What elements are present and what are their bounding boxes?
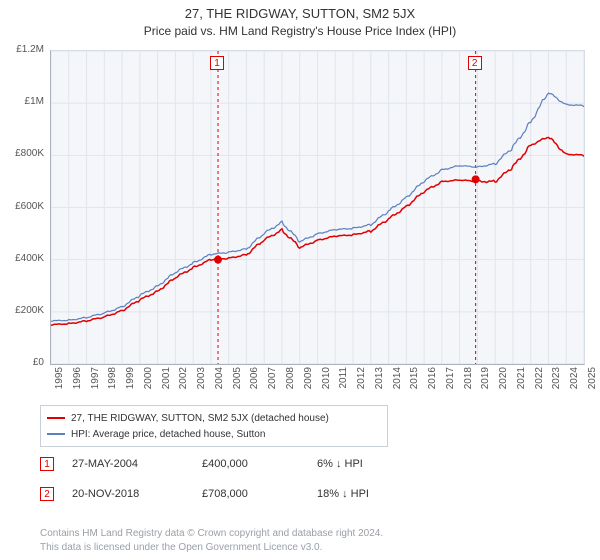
x-tick-label: 2020 — [498, 367, 509, 397]
legend: 27, THE RIDGWAY, SUTTON, SM2 5JX (detach… — [40, 405, 388, 447]
x-tick-label: 1997 — [90, 367, 101, 397]
sale-price: £400,000 — [202, 458, 317, 470]
legend-item: 27, THE RIDGWAY, SUTTON, SM2 5JX (detach… — [47, 410, 381, 426]
sale-marker-icon: 2 — [40, 487, 54, 501]
sale-marker-icon: 1 — [40, 457, 54, 471]
y-tick-label: £0 — [0, 357, 44, 368]
x-tick-label: 2005 — [232, 367, 243, 397]
x-tick-label: 2016 — [427, 367, 438, 397]
footer-line: This data is licensed under the Open Gov… — [40, 541, 580, 555]
legend-swatch — [47, 433, 65, 435]
y-tick-label: £1.2M — [0, 44, 44, 55]
sale-row: 2 20-NOV-2018 £708,000 18% ↓ HPI — [40, 484, 585, 504]
x-tick-label: 1998 — [107, 367, 118, 397]
x-tick-label: 2014 — [392, 367, 403, 397]
x-tick-label: 2018 — [463, 367, 474, 397]
x-tick-label: 2004 — [214, 367, 225, 397]
chart-plot-area — [50, 50, 585, 365]
x-tick-label: 2013 — [374, 367, 385, 397]
footer-line: Contains HM Land Registry data © Crown c… — [40, 527, 580, 541]
chart-title: 27, THE RIDGWAY, SUTTON, SM2 5JX — [0, 6, 600, 21]
legend-label: 27, THE RIDGWAY, SUTTON, SM2 5JX (detach… — [71, 413, 329, 424]
x-tick-label: 2023 — [551, 367, 562, 397]
x-tick-label: 1999 — [125, 367, 136, 397]
sale-row: 1 27-MAY-2004 £400,000 6% ↓ HPI — [40, 454, 585, 474]
x-tick-label: 2001 — [161, 367, 172, 397]
x-tick-label: 2006 — [249, 367, 260, 397]
y-tick-label: £600K — [0, 201, 44, 212]
footer-attribution: Contains HM Land Registry data © Crown c… — [40, 527, 580, 554]
x-tick-label: 2019 — [480, 367, 491, 397]
x-tick-label: 2003 — [196, 367, 207, 397]
x-tick-label: 2024 — [569, 367, 580, 397]
x-tick-label: 2008 — [285, 367, 296, 397]
sale-date: 20-NOV-2018 — [72, 488, 202, 500]
x-tick-label: 2002 — [178, 367, 189, 397]
x-tick-label: 1996 — [72, 367, 83, 397]
x-tick-label: 2017 — [445, 367, 456, 397]
chart-svg — [51, 51, 584, 364]
legend-item: HPI: Average price, detached house, Sutt… — [47, 426, 381, 442]
x-tick-label: 2000 — [143, 367, 154, 397]
x-tick-label: 2011 — [338, 367, 349, 397]
x-tick-label: 2009 — [303, 367, 314, 397]
y-tick-label: £1M — [0, 96, 44, 107]
x-tick-label: 2010 — [321, 367, 332, 397]
sale-marker-badge: 1 — [210, 56, 224, 70]
y-tick-label: £800K — [0, 148, 44, 159]
x-tick-label: 2021 — [516, 367, 527, 397]
sale-price: £708,000 — [202, 488, 317, 500]
chart-subtitle: Price paid vs. HM Land Registry's House … — [0, 24, 600, 38]
x-tick-label: 1995 — [54, 367, 65, 397]
sale-delta: 6% ↓ HPI — [317, 458, 363, 470]
x-tick-label: 2025 — [587, 367, 598, 397]
y-tick-label: £200K — [0, 305, 44, 316]
sale-delta: 18% ↓ HPI — [317, 488, 369, 500]
x-tick-label: 2012 — [356, 367, 367, 397]
legend-swatch — [47, 417, 65, 419]
x-tick-label: 2022 — [534, 367, 545, 397]
sale-date: 27-MAY-2004 — [72, 458, 202, 470]
legend-label: HPI: Average price, detached house, Sutt… — [71, 429, 265, 440]
x-tick-label: 2015 — [409, 367, 420, 397]
x-tick-label: 2007 — [267, 367, 278, 397]
sale-marker-badge: 2 — [468, 56, 482, 70]
y-tick-label: £400K — [0, 253, 44, 264]
